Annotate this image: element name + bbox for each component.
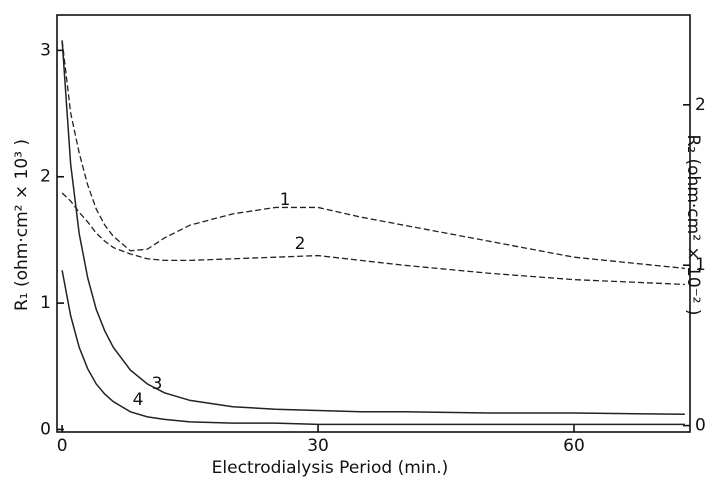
y2-tick-label: 2 [695, 95, 706, 115]
y-tick-label: 1 [40, 293, 51, 313]
line [61, 192, 685, 286]
y2-tick-label: 1 [695, 255, 706, 275]
x-tick-label: 60 [563, 436, 585, 456]
x-tick-label: 0 [57, 436, 68, 456]
x-tick-label: 30 [307, 436, 329, 456]
plot-frame [56, 14, 691, 433]
y2-tick-label: 0 [695, 416, 706, 436]
series-label: 4 [133, 390, 144, 410]
y2-axis-label: R₂ (ohm·cm² × 10⁻² ) [683, 134, 703, 315]
line [61, 40, 685, 416]
series-label: 2 [295, 234, 306, 254]
y-tick-label: 3 [40, 40, 51, 60]
y-axis-label: R₁ (ohm·cm² × 10³ ) [12, 139, 32, 311]
x-axis-label: Electrodialysis Period (min.) [212, 458, 449, 478]
y-tick-label: 2 [40, 167, 51, 187]
line [61, 40, 685, 270]
series-label: 3 [152, 374, 163, 394]
series-label: 1 [280, 190, 291, 210]
line [61, 270, 685, 426]
y-tick-label: 0 [40, 419, 51, 439]
